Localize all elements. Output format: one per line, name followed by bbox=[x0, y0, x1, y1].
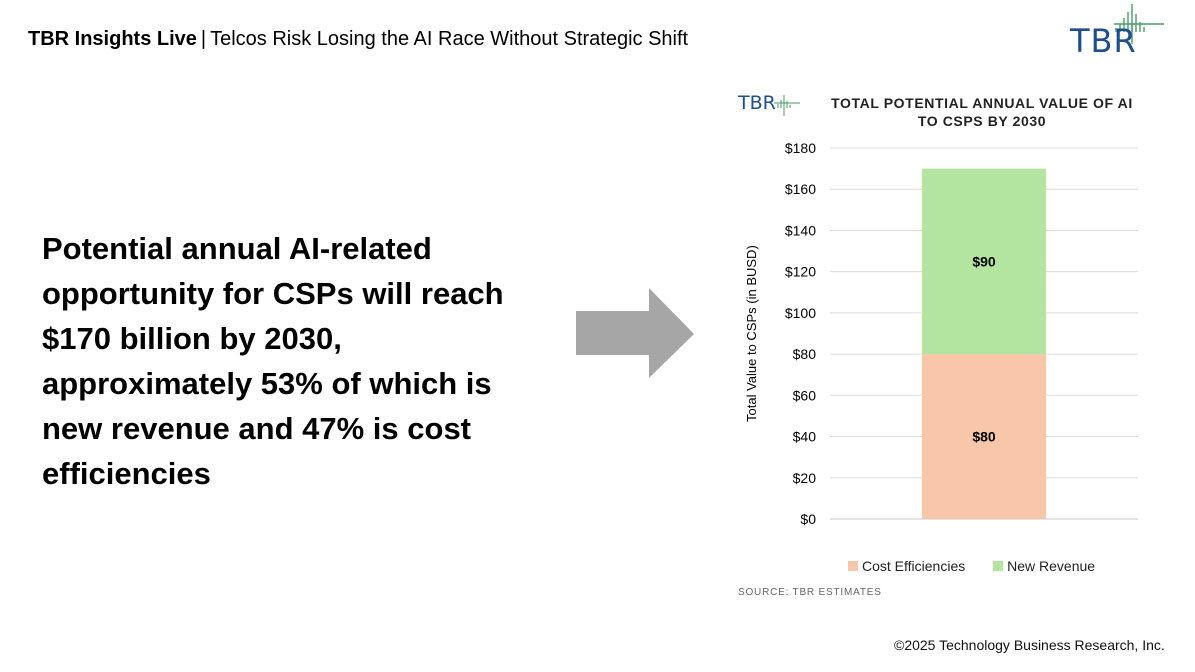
tbr-logo: TBR bbox=[1068, 4, 1168, 60]
y-tick-label: $180 bbox=[785, 140, 816, 156]
legend-item-cost-efficiencies: Cost Efficiencies bbox=[848, 558, 965, 574]
y-tick-label: $100 bbox=[785, 305, 816, 321]
copyright: ©2025 Technology Business Research, Inc. bbox=[894, 637, 1165, 653]
header-title: Telcos Risk Losing the AI Race Without S… bbox=[210, 28, 689, 50]
bar-segment-new-revenue bbox=[922, 168, 1046, 355]
header-separator: | bbox=[200, 28, 207, 50]
headline: Potential annual AI-related opportunity … bbox=[42, 231, 504, 491]
right-arrow-icon bbox=[576, 288, 694, 378]
chart-source: SOURCE: TBR ESTIMATES bbox=[738, 587, 882, 598]
stacked-bar-chart: $0 $20 $40 $60 $80 $100 $120 $140 $160 $180 $80 $90 bbox=[785, 140, 1138, 527]
chart-title: TOTAL POTENTIAL ANNUAL VALUE OF AI TO CS… bbox=[831, 95, 1133, 129]
y-tick-label: $140 bbox=[785, 222, 816, 238]
page-header: TBR Insights Live | Telcos Risk Losing the… bbox=[28, 28, 688, 51]
y-axis-label: Total Value to CSPs (in BUSD) bbox=[744, 245, 759, 422]
y-tick-label: $60 bbox=[793, 387, 817, 403]
y-tick-label: $160 bbox=[785, 181, 816, 197]
bar-segment-cost-efficiencies bbox=[922, 354, 1046, 519]
y-tick-label: $0 bbox=[800, 511, 816, 527]
legend-item-new-revenue: New Revenue bbox=[993, 558, 1095, 574]
y-tick-label: $40 bbox=[793, 429, 817, 445]
legend-label-cost-efficiencies: Cost Efficiencies bbox=[862, 558, 966, 574]
legend-swatch-new-revenue bbox=[993, 561, 1004, 571]
data-label-new-revenue: $90 bbox=[972, 253, 996, 269]
chart-legend: Cost Efficiencies New Revenue bbox=[848, 558, 1119, 574]
data-label-cost-efficiencies: $80 bbox=[972, 429, 996, 445]
y-tick-label: $120 bbox=[785, 264, 816, 280]
y-tick-label: $80 bbox=[793, 346, 817, 362]
chart-logo-text: TBR bbox=[738, 92, 776, 114]
tbr-spark-icon bbox=[1114, 4, 1164, 44]
legend-label-new-revenue: New Revenue bbox=[1007, 558, 1096, 574]
chart-logo-spark-icon bbox=[774, 95, 800, 116]
header-brand: TBR Insights Live bbox=[28, 28, 197, 50]
chart-logo: TBR bbox=[738, 92, 800, 116]
legend-swatch-cost-efficiencies bbox=[848, 561, 858, 571]
chart-panel: $0 $20 $40 $60 $80 $100 $120 $140 $160 $180 $80 $90… bbox=[730, 82, 1170, 612]
y-tick-label: $20 bbox=[793, 470, 817, 486]
logo-text: TBR bbox=[1070, 22, 1137, 60]
